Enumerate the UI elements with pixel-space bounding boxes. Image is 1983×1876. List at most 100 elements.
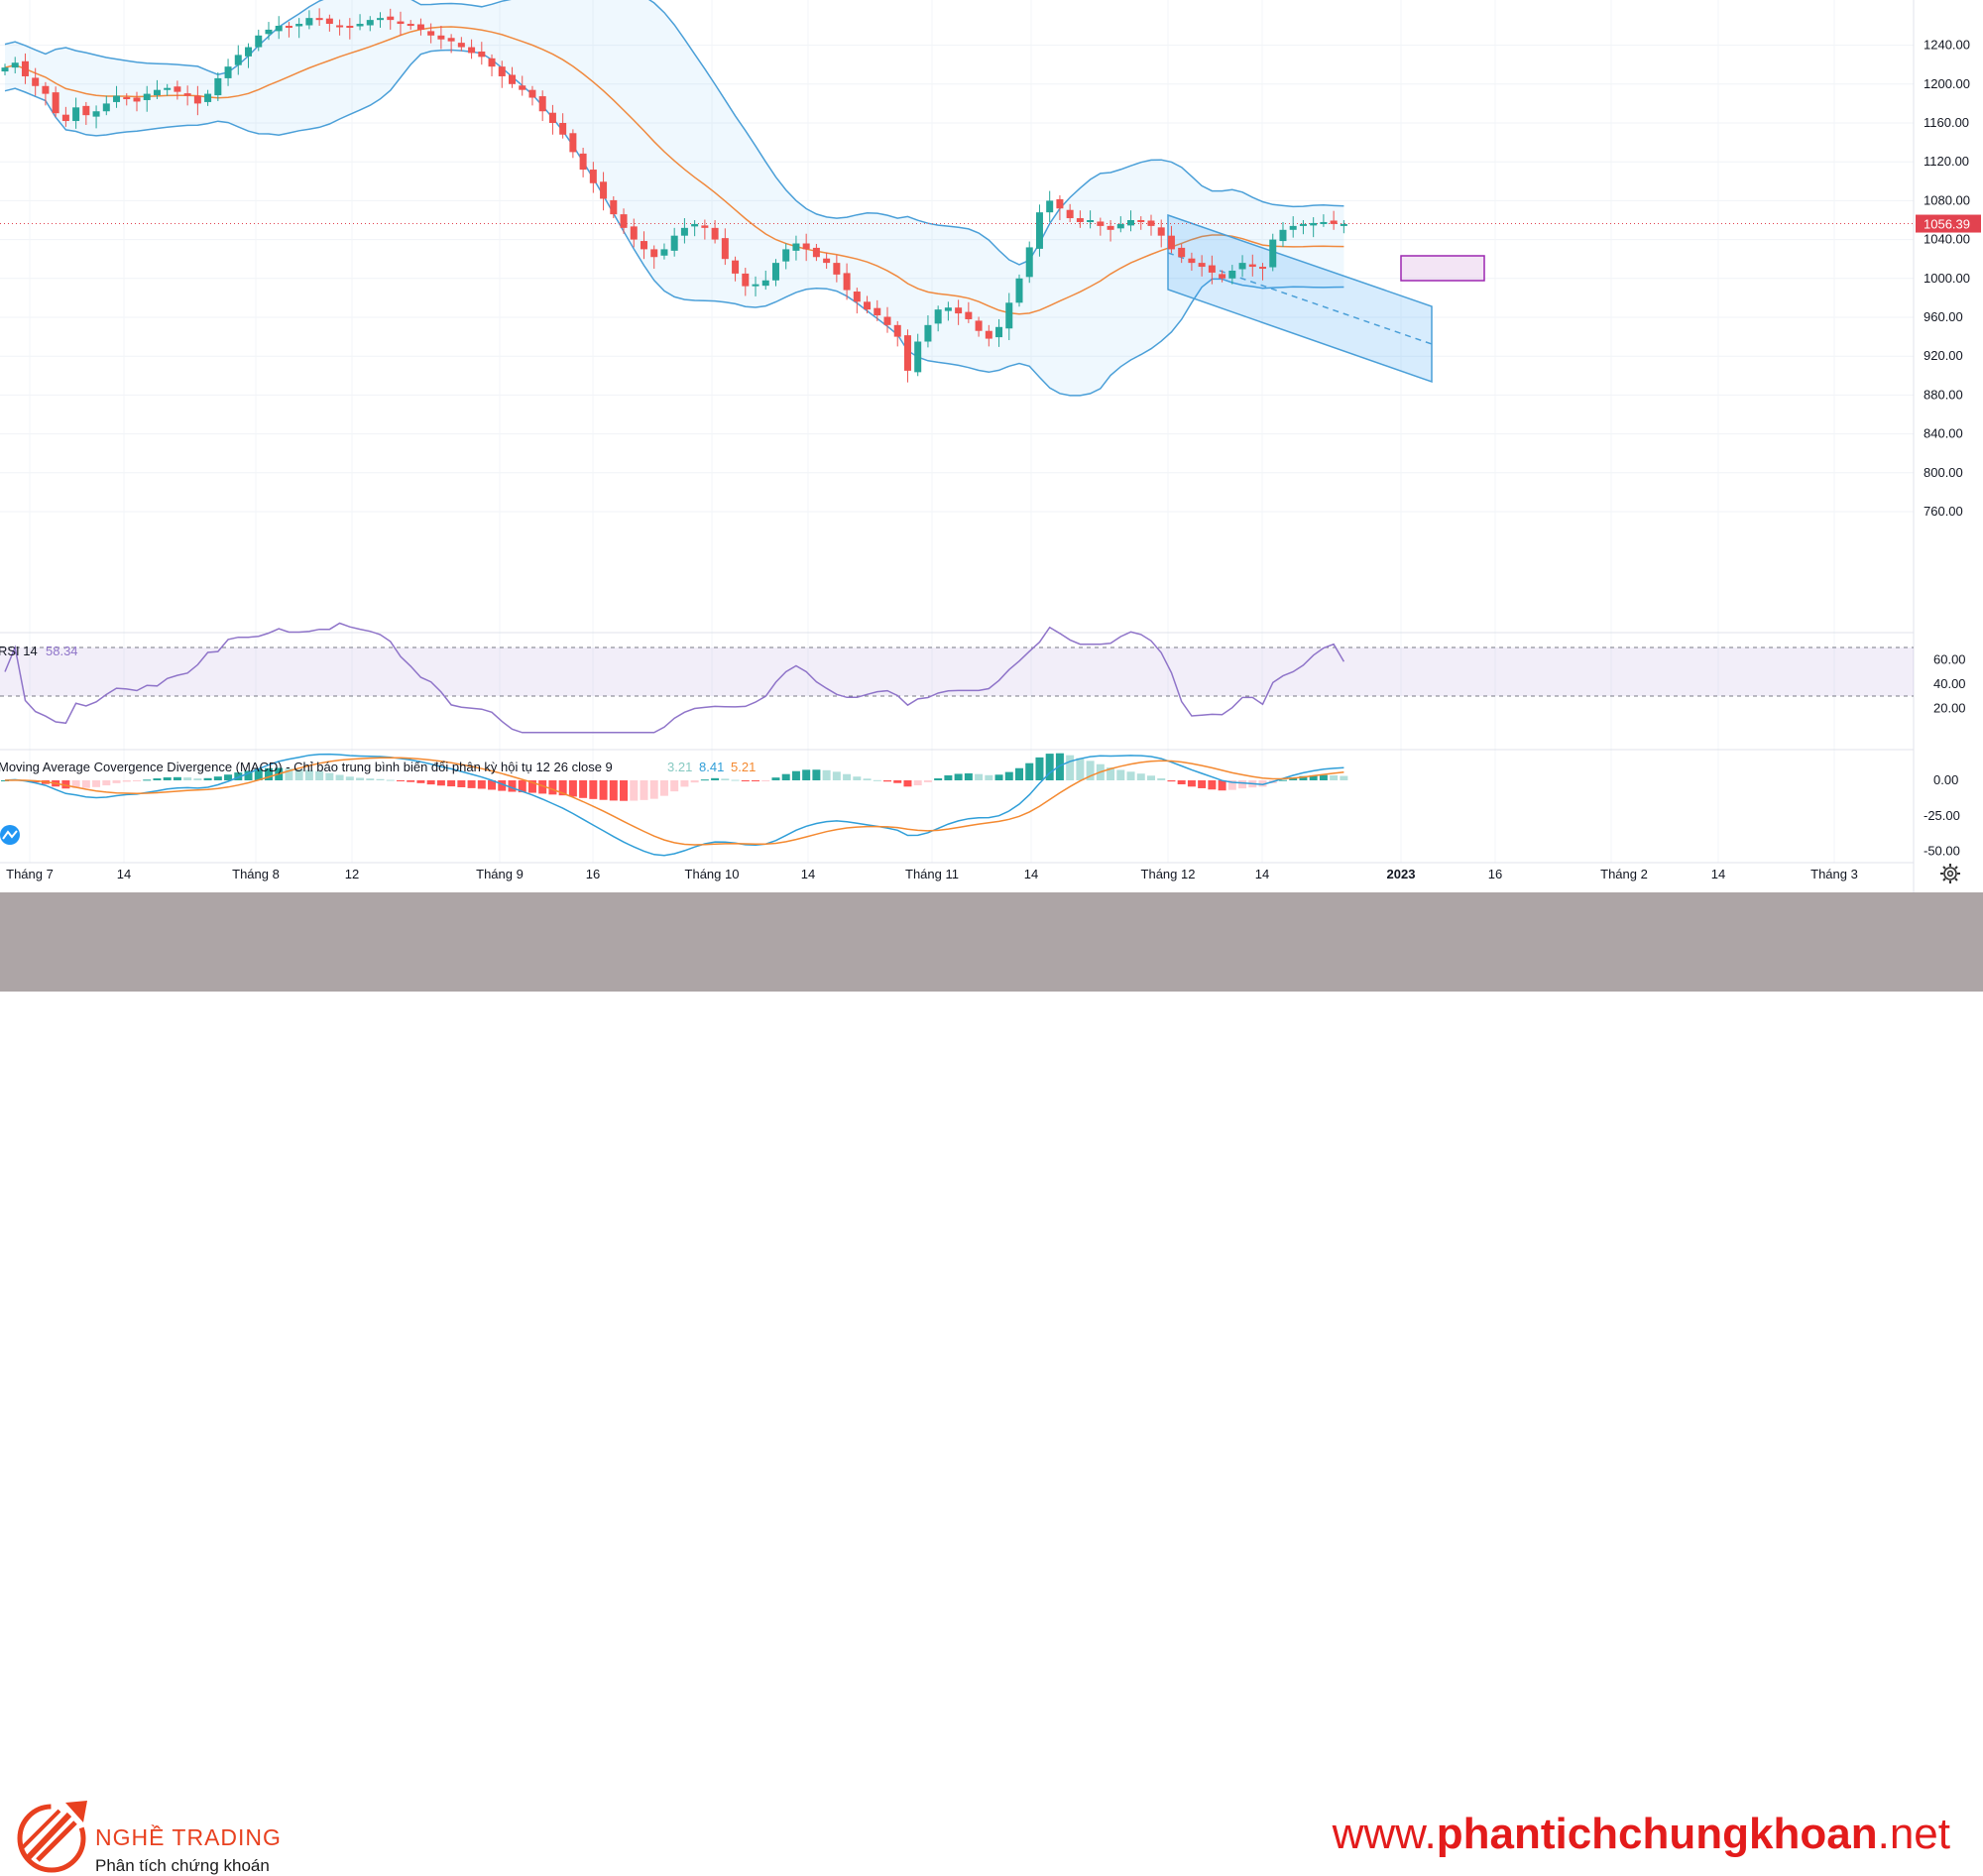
candle-body [944, 307, 952, 311]
candle-body [721, 238, 729, 260]
price-axis[interactable]: 1240.00 1200.00 1160.00 1120.00 1080.00 1040.… [1916, 38, 1981, 859]
candle-body [680, 227, 688, 236]
candle-body [1269, 239, 1277, 268]
time-tick-label: 12 [345, 867, 359, 881]
macd-histogram-bar [670, 780, 679, 792]
macd-histogram-bar [163, 777, 172, 780]
candle-body [295, 24, 303, 27]
candle-body [52, 92, 59, 114]
candle-body [1157, 227, 1165, 236]
time-tick-label: Tháng 10 [685, 867, 740, 881]
macd-histogram-bar [1289, 777, 1298, 780]
macd-histogram-bar [315, 770, 324, 780]
price-tick-label: 1200.00 [1924, 76, 1970, 91]
candle-body [224, 66, 232, 78]
macd-histogram-bar [791, 770, 800, 780]
candle-body [1046, 200, 1054, 213]
macd-histogram-bar [1136, 773, 1145, 780]
time-tick-label: 14 [1711, 867, 1725, 881]
channel-shape [1167, 213, 1433, 384]
macd-histogram-bar [903, 780, 912, 787]
candle-body [42, 85, 50, 94]
macd-histogram-bar [630, 780, 639, 801]
candle-body [761, 280, 769, 287]
website-url[interactable]: www.phantichchungkhoan.net [1332, 1810, 1950, 1858]
macd-histogram-bar [1177, 780, 1186, 785]
candle-body [336, 25, 344, 28]
price-tick-label: 960.00 [1924, 309, 1963, 324]
macd-histogram-bar [558, 780, 567, 796]
gear-icon[interactable] [1938, 862, 1962, 885]
macd-histogram-bar [954, 773, 963, 780]
rsi-pane: RSI 14 58.34 [0, 622, 1914, 734]
candle-body [32, 77, 40, 86]
candle-body [1025, 247, 1033, 278]
time-tick-label: 16 [1488, 867, 1502, 881]
candle-body [387, 16, 395, 21]
candle-body [1320, 221, 1328, 224]
macd-histogram-bar [234, 772, 243, 780]
candle-body [630, 226, 638, 240]
macd-histogram-bar [386, 779, 395, 781]
candle-body [1188, 258, 1196, 264]
macd-histogram-bar [92, 780, 101, 787]
candle-body [1310, 222, 1318, 226]
candle-body [833, 263, 841, 275]
candle-body [447, 38, 455, 42]
macd-histogram-bar [61, 780, 70, 789]
macd-histogram-bar [153, 778, 162, 780]
macd-histogram-bar [285, 768, 293, 780]
candle-body [234, 55, 242, 65]
candle-body [650, 249, 658, 258]
macd-histogram-bar [568, 780, 577, 797]
macd-histogram-bar [213, 776, 222, 780]
macd-histogram-bar [731, 779, 740, 781]
candle-body [864, 301, 872, 310]
macd-histogram-bar [224, 774, 233, 780]
price-tick-label: 1240.00 [1924, 38, 1970, 53]
candle-body [1056, 198, 1064, 209]
candle-body [792, 243, 800, 251]
macd-histogram-bar [1198, 780, 1207, 788]
candle-body [1127, 220, 1135, 226]
macd-histogram-bar [426, 780, 435, 785]
candle-body [548, 112, 556, 123]
candle-body [1248, 264, 1256, 268]
macd-histogram-bar [609, 780, 618, 801]
candle-body [701, 225, 709, 228]
candle-body [407, 24, 414, 27]
macd-histogram-bar [345, 776, 354, 780]
time-tick-label: 14 [1024, 867, 1038, 881]
macd-tick-label: 0.00 [1933, 772, 1958, 787]
macd-histogram-bar [304, 769, 313, 780]
candle-body [1178, 247, 1186, 258]
candle-body [1137, 220, 1145, 222]
candle-body [1259, 267, 1267, 270]
candle-body [660, 249, 668, 256]
macd-histogram-bar [518, 780, 526, 793]
macd-histogram-bar [548, 780, 557, 795]
candle-body [305, 18, 313, 26]
chart-area[interactable]: RSI 14 58.34 Moving Average Covergence Di… [0, 0, 1983, 892]
candle-body [843, 273, 851, 291]
price-tick-label: 1000.00 [1924, 271, 1970, 286]
candle-body [732, 260, 740, 274]
candle-body [955, 307, 963, 314]
candle-body [275, 26, 283, 32]
candle-body [265, 29, 273, 35]
candle-body [92, 111, 100, 117]
candle-body [903, 335, 911, 371]
macd-histogram-bar [781, 773, 790, 780]
macd-histogram-bar [883, 780, 892, 782]
candle-body [245, 47, 253, 57]
candle-body [214, 77, 222, 96]
macd-histogram-bar [1187, 780, 1196, 787]
price-tick-label: 1160.00 [1924, 115, 1969, 130]
candle-body [893, 324, 901, 337]
candle-body [285, 26, 292, 28]
time-axis[interactable]: Tháng 7 14 Tháng 8 12 Tháng 9 16 Tháng 10 14 Thá… [6, 867, 1858, 881]
time-tick-label: Tháng 8 [232, 867, 280, 881]
time-tick-label: Tháng 12 [1141, 867, 1196, 881]
bollinger-bands [4, 0, 1344, 397]
macd-histogram-bar [680, 780, 689, 787]
